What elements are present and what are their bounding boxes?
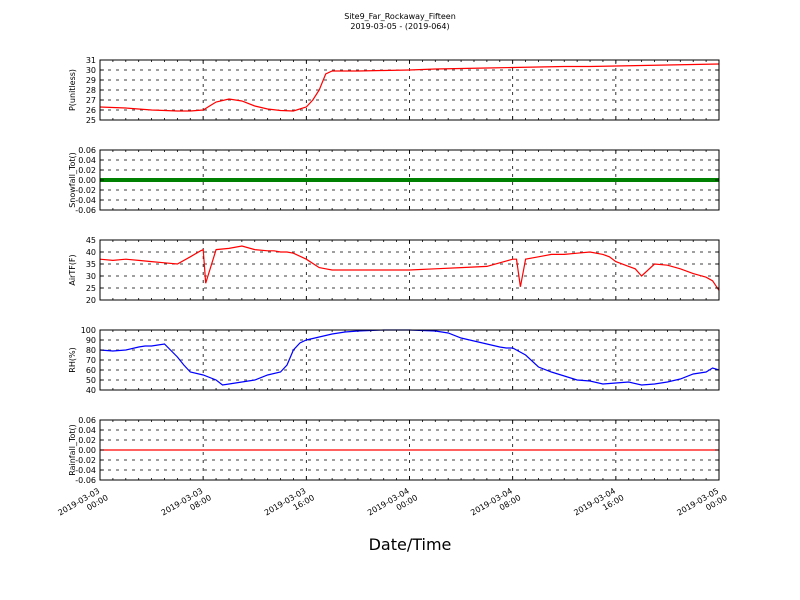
y-tick-label: -0.04 [75, 196, 96, 205]
y-tick-label: -0.02 [75, 186, 96, 195]
y-tick-label: 50 [86, 376, 96, 385]
y-tick-label: 0.06 [78, 416, 96, 425]
y-axis-label: Rainfall_Tot() [68, 424, 77, 476]
y-tick-label: 45 [86, 236, 96, 245]
y-tick-label: 0.06 [78, 146, 96, 155]
subplot-2: -0.06-0.04-0.020.000.020.040.06Snowfall_… [68, 146, 720, 215]
y-tick-label: 27 [86, 96, 96, 105]
series-line-3-1 [99, 245, 720, 291]
y-tick-label: 30 [86, 272, 96, 281]
y-tick-label: 0.04 [78, 156, 96, 165]
y-tick-label: -0.06 [75, 206, 96, 215]
y-tick-label: 80 [86, 346, 96, 355]
y-tick-label: 30 [86, 66, 96, 75]
y-tick-label: 90 [86, 336, 96, 345]
y-tick-label: 20 [86, 296, 96, 305]
y-tick-label: 70 [86, 356, 96, 365]
y-tick-label: 0.04 [78, 426, 96, 435]
series-line-1-1 [99, 63, 720, 112]
subplots: 25262728293031P(unitless)-0.06-0.04-0.02… [68, 56, 720, 485]
y-tick-label: 0.02 [78, 436, 96, 445]
y-tick-label: -0.02 [75, 456, 96, 465]
subplot-3: 20 25 30 35 40 45 AirTF(F) [68, 236, 720, 305]
y-axis-label: Snowfall_Tot() [68, 152, 77, 208]
y-tick-label: 35 [86, 260, 96, 269]
y-axis-label: P(unitless) [68, 69, 77, 111]
y-tick-label: -0.04 [75, 466, 96, 475]
y-tick-label: 100 [81, 326, 96, 335]
y-tick-label: 0.00 [78, 446, 96, 455]
y-tick-label: 0.00 [78, 176, 96, 185]
y-tick-label: 28 [86, 86, 96, 95]
x-axis-label: Date/Time [369, 535, 452, 554]
y-axis-label: AirTF(F) [68, 254, 77, 285]
axes-frame [99, 239, 720, 301]
y-tick-label: 26 [86, 106, 96, 115]
y-tick-label: 25 [86, 116, 96, 125]
chart-title-line1: Site9_Far_Rockaway_Fifteen [344, 12, 456, 21]
y-tick-label: 40 [86, 248, 96, 257]
y-tick-label: 25 [86, 284, 96, 293]
y-tick-label: 0.02 [78, 166, 96, 175]
y-axis-label: RH(%) [68, 347, 77, 372]
y-tick-label: 40 [86, 386, 96, 395]
subplot-5: -0.06-0.04-0.020.000.020.040.06Rainfall_… [68, 416, 720, 485]
y-tick-label: 60 [86, 366, 96, 375]
y-tick-label: 29 [86, 76, 96, 85]
y-tick-label: 31 [86, 56, 96, 65]
chart-title-line2: 2019-03-05 - (2019-064) [350, 22, 449, 31]
y-tick-label: -0.06 [75, 476, 96, 485]
